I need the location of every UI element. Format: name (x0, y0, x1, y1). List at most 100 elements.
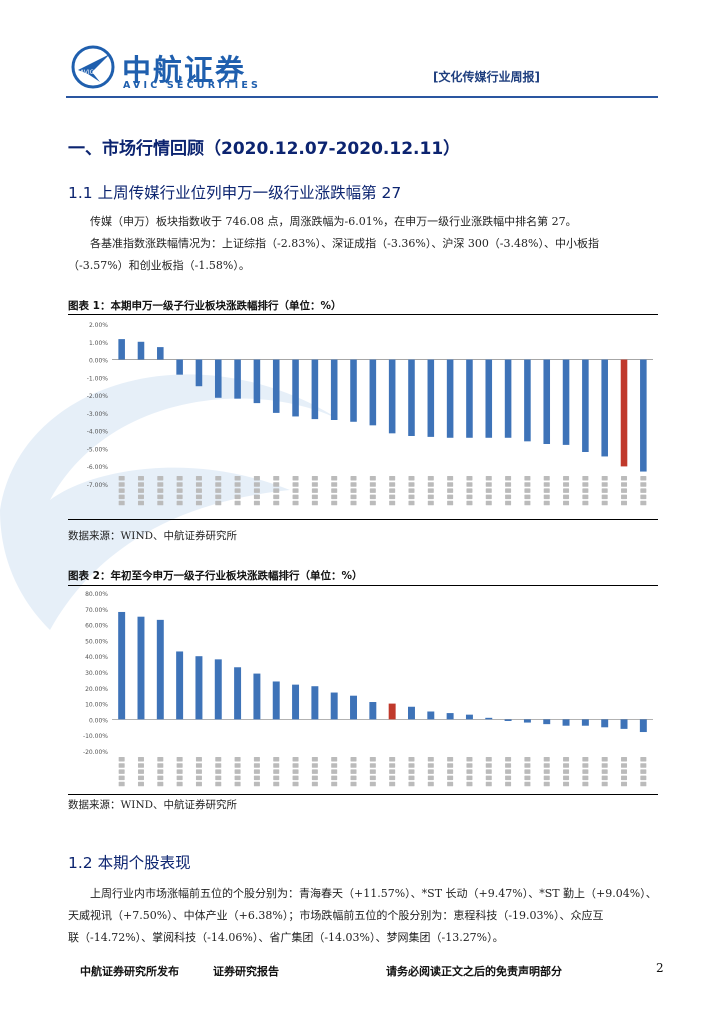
y-tick-label: 80.00% (85, 591, 108, 598)
bar (427, 359, 435, 437)
category-label (195, 757, 202, 787)
category-label (176, 476, 183, 506)
category-label (350, 757, 357, 787)
page-number: 2 (656, 961, 664, 975)
bar-highlight (388, 703, 396, 720)
category-label (582, 476, 589, 506)
bar (465, 714, 473, 720)
category-label (273, 476, 280, 506)
category-label (640, 476, 647, 506)
category-label (389, 476, 396, 506)
bar (118, 339, 125, 360)
category-label (466, 757, 473, 787)
footer-report-type: 证券研究报告 (213, 965, 279, 978)
category-label (505, 757, 512, 787)
category-label (311, 476, 318, 506)
bar (292, 359, 299, 417)
bar (118, 611, 126, 720)
paragraph-1-line-1: 传媒（申万）板块指数收于 746.08 点，周涨跌幅为-6.01%，在申万一级行… (90, 215, 577, 228)
y-tick-label: -6.00% (87, 464, 109, 471)
bar (195, 359, 203, 387)
bar (620, 719, 628, 729)
figure-1-title: 图表 1：本期申万一级子行业板块涨跌幅排行（单位：%） (68, 300, 342, 312)
y-tick-label: -7.00% (87, 482, 109, 489)
category-label (157, 476, 164, 506)
y-tick-label: 0.00% (89, 717, 108, 724)
bar (601, 359, 608, 457)
category-label (427, 757, 434, 787)
category-label (176, 757, 183, 787)
y-tick-label: 20.00% (85, 686, 108, 693)
bar (446, 359, 454, 438)
category-label (640, 757, 647, 787)
y-tick-label: -4.00% (87, 429, 109, 436)
category-label (273, 757, 280, 787)
bar (195, 656, 203, 720)
category-label (292, 757, 299, 787)
bar (543, 719, 551, 725)
subsection-title-2: 1.2 本期个股表现 (68, 854, 191, 872)
bar (523, 719, 531, 723)
y-tick-label: 70.00% (85, 607, 108, 614)
footer-disclaimer: 请务必阅读正文之后的免责声明部分 (386, 965, 562, 978)
footer-publisher: 中航证券研究所发布 (80, 965, 179, 978)
category-label (524, 757, 531, 787)
figure-2-source: 数据来源：WIND、中航证券研究所 (68, 799, 238, 811)
category-label (118, 476, 125, 506)
bar (234, 359, 241, 399)
bar (311, 686, 319, 720)
bar (640, 359, 647, 472)
category-label (543, 757, 550, 787)
y-tick-label: 60.00% (85, 623, 108, 630)
category-label (369, 476, 376, 506)
y-tick-label: -5.00% (87, 446, 109, 453)
y-tick-label: 0.00% (89, 358, 108, 365)
category-label (137, 476, 144, 506)
category-label (234, 476, 241, 506)
figure-2-bottom-rule (68, 794, 658, 795)
bar (581, 719, 589, 726)
header-divider (66, 96, 658, 98)
figure-1-bottom-rule (68, 519, 658, 520)
svg-text:AVIC: AVIC (80, 69, 94, 76)
bar (408, 359, 415, 436)
bar (272, 681, 280, 720)
category-label (215, 476, 222, 506)
paragraph-1-line-3: （-3.57%）和创业板指（-1.58%）。 (68, 259, 250, 272)
bar-highlight (620, 359, 628, 467)
category-label (253, 476, 260, 506)
paragraph-1-line-2: 各基准指数涨跌幅情况为：上证综指（-2.83%）、深证成指（-3.36%）、沪深… (90, 237, 599, 250)
category-label (427, 476, 434, 506)
bar (350, 359, 357, 422)
category-label (369, 757, 376, 787)
y-tick-label: 50.00% (85, 638, 108, 645)
bar (369, 359, 377, 426)
bar (446, 713, 454, 720)
category-label (157, 757, 164, 787)
bar (504, 719, 512, 721)
bar (350, 695, 357, 720)
section-title: 一、市场行情回顾（2020.12.07-2020.12.11） (68, 139, 461, 159)
category-label (195, 476, 202, 506)
y-tick-label: 10.00% (85, 702, 108, 709)
bar (330, 359, 338, 420)
category-label (563, 757, 570, 787)
y-tick-label: -10.00% (83, 733, 108, 740)
watermark-logo (0, 374, 340, 630)
category-label (331, 757, 338, 787)
bar (292, 684, 300, 720)
category-label (485, 476, 492, 506)
figure-2-rule (68, 585, 658, 586)
category-label (601, 757, 608, 787)
bar (253, 673, 261, 720)
category-label (331, 476, 338, 506)
y-tick-label: 1.00% (89, 340, 108, 347)
category-label (621, 757, 628, 787)
category-label (543, 476, 550, 506)
category-label (485, 757, 492, 787)
category-label (311, 757, 318, 787)
bar (311, 359, 319, 420)
bar (176, 651, 184, 720)
category-label (137, 757, 144, 787)
paragraph-2-line-3: 联（-14.72%）、掌阅科技（-14.06%）、省广集团（-14.03%）、梦… (68, 931, 504, 944)
